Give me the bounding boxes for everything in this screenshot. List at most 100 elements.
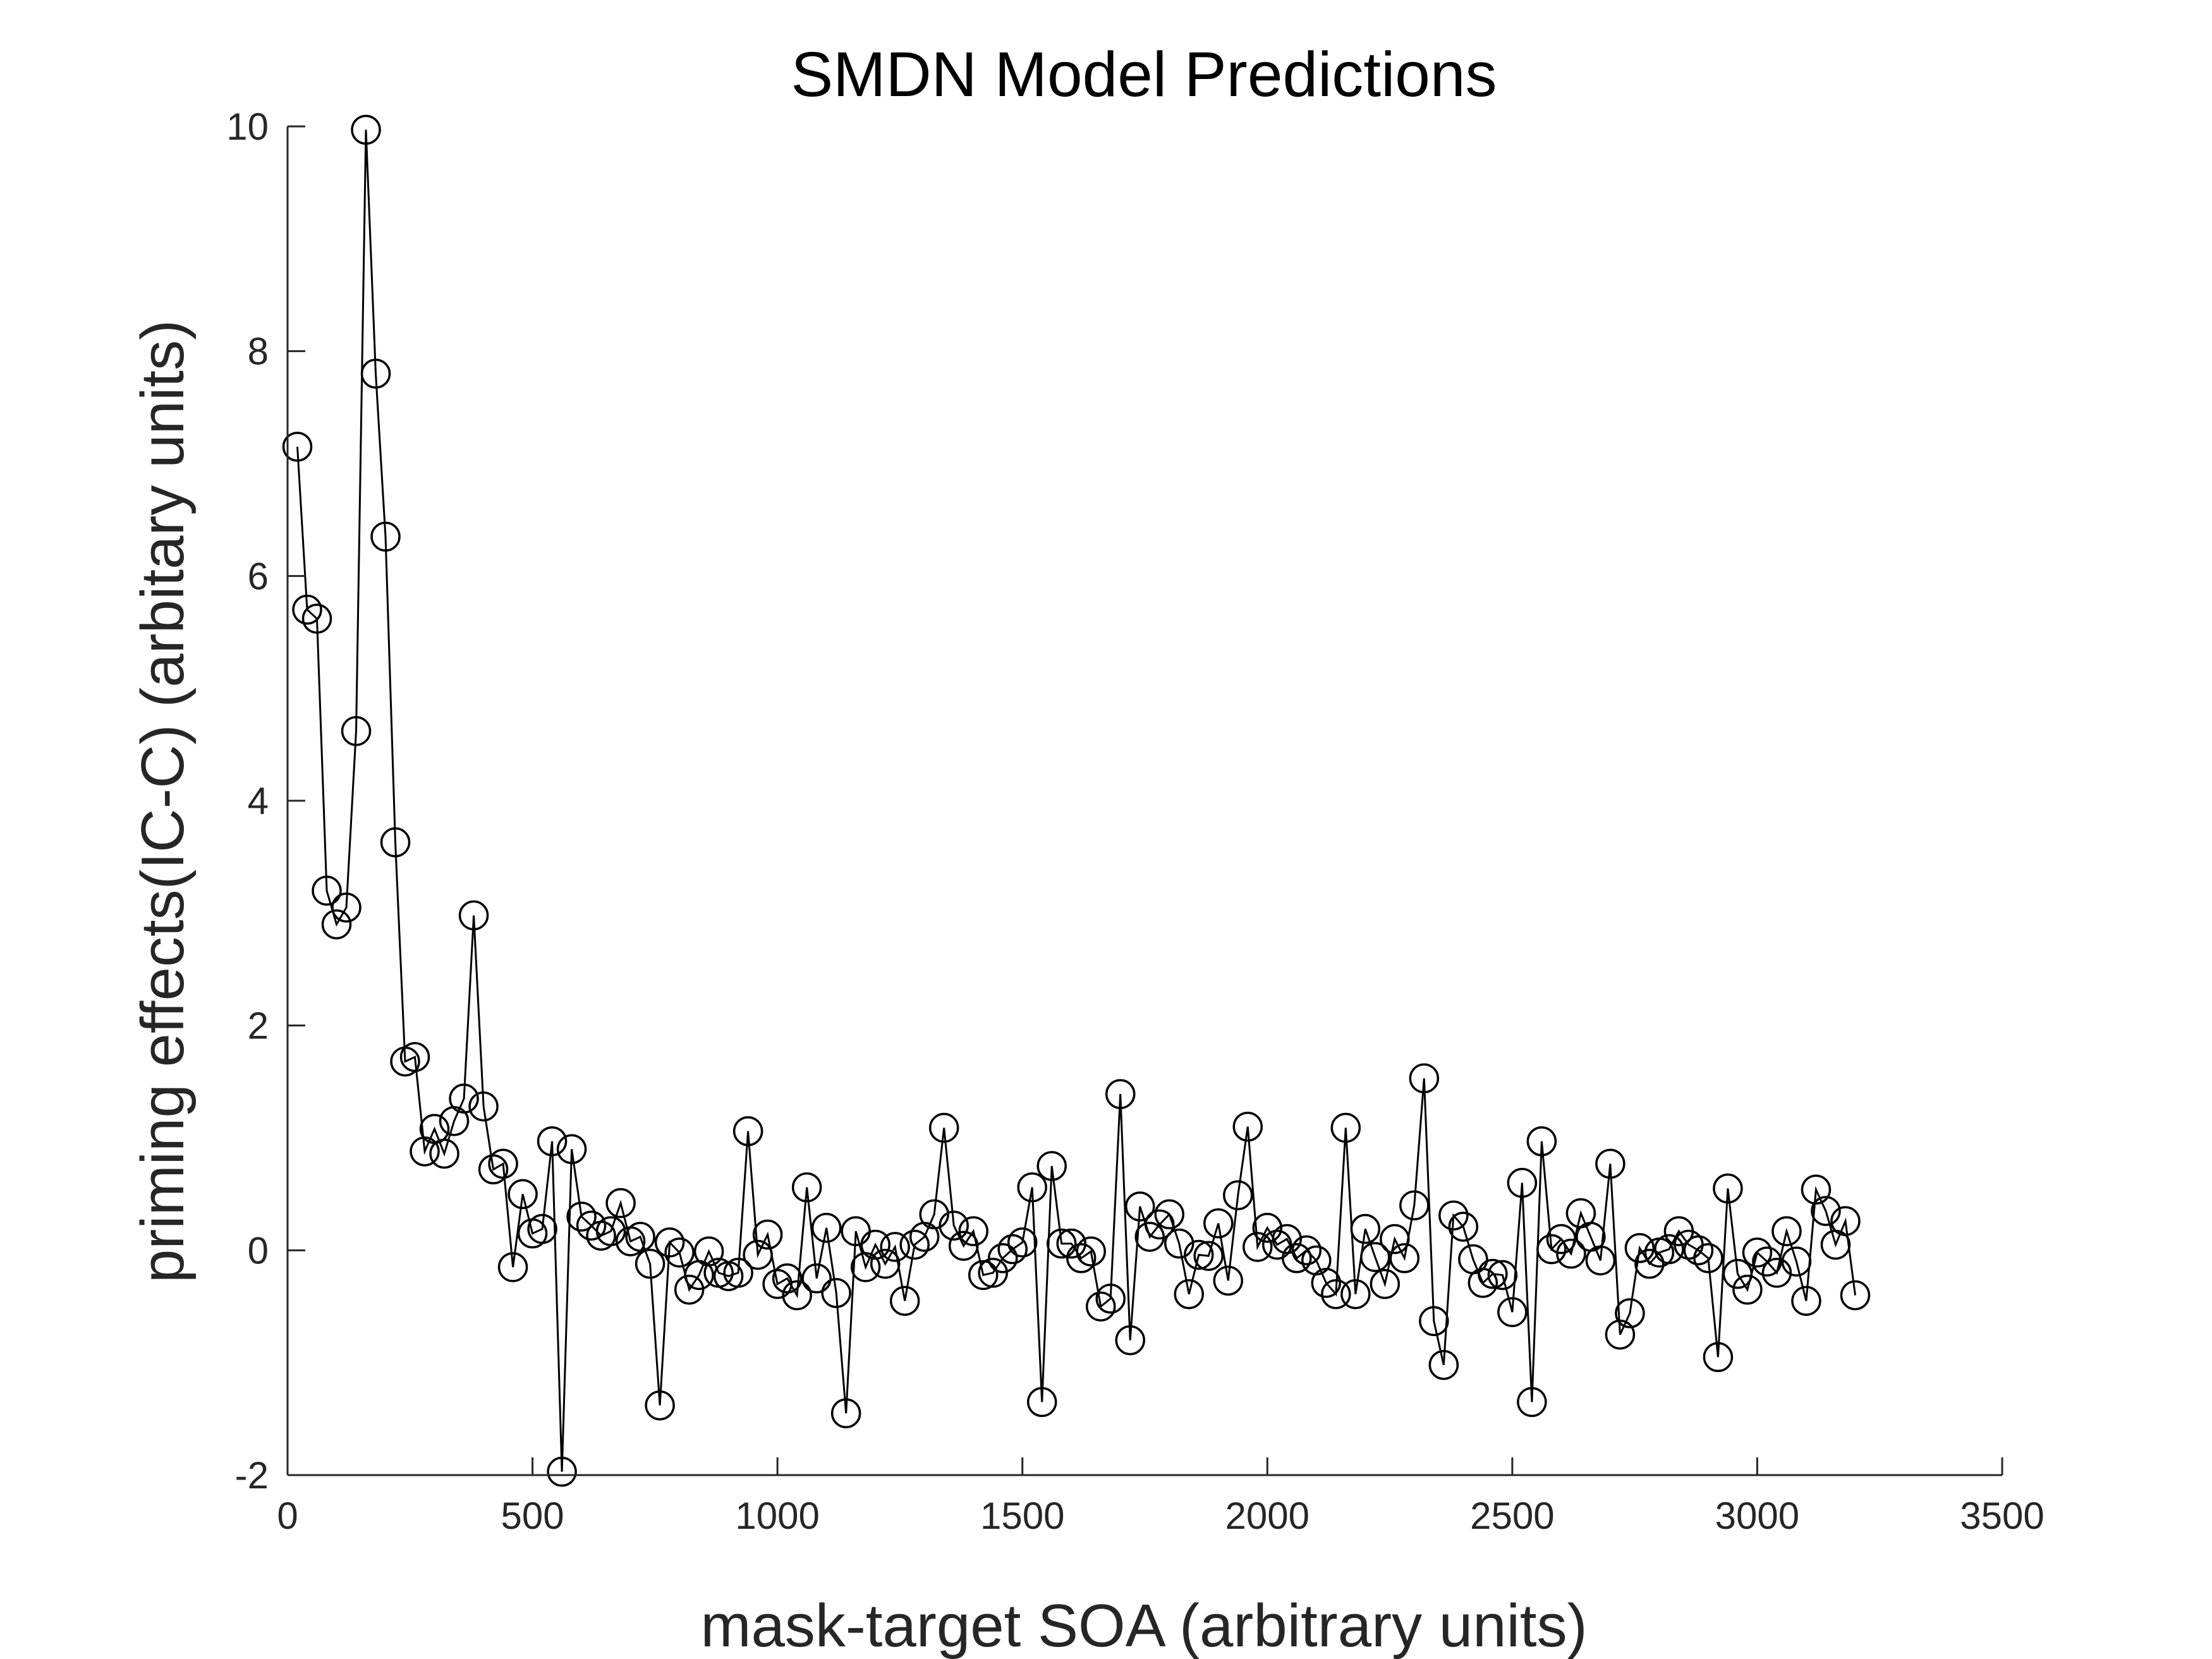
data-point <box>1046 1228 1077 1259</box>
data-point <box>752 1219 783 1250</box>
data-point <box>507 1179 538 1210</box>
data-point <box>1536 1234 1567 1265</box>
data-point <box>1468 1268 1498 1298</box>
data-point <box>1713 1173 1743 1204</box>
x-tick-label: 500 <box>501 1495 564 1537</box>
data-point <box>1595 1148 1626 1179</box>
data-point <box>664 1237 695 1268</box>
data-point <box>595 1216 626 1246</box>
data-point <box>605 1188 636 1218</box>
data-point <box>830 1398 861 1428</box>
data-point <box>488 1148 518 1179</box>
data-point <box>674 1274 705 1305</box>
data-point <box>1243 1232 1273 1262</box>
data-point <box>449 1083 479 1114</box>
data-point <box>1585 1245 1616 1276</box>
x-tick-label: 1500 <box>980 1495 1064 1537</box>
data-point <box>1124 1191 1155 1222</box>
data-point <box>1654 1234 1684 1265</box>
data-point <box>1145 1209 1175 1240</box>
data-point <box>919 1199 949 1230</box>
data-point <box>312 875 342 906</box>
data-point <box>1526 1126 1557 1157</box>
data-point <box>958 1216 988 1246</box>
y-tick-label: 2 <box>248 1005 269 1047</box>
data-point <box>1605 1319 1636 1350</box>
data-point <box>1840 1280 1871 1311</box>
data-point <box>948 1231 979 1261</box>
data-point <box>380 827 411 858</box>
plot-area <box>282 114 1871 1487</box>
data-point <box>458 900 489 931</box>
y-tick-label: -2 <box>235 1454 269 1497</box>
data-point <box>1026 1387 1057 1418</box>
data-point <box>1370 1268 1401 1299</box>
data-point <box>1781 1246 1812 1277</box>
data-point <box>1732 1274 1763 1305</box>
y-axis-title: priming effects(IC-C) (arbitary units) <box>129 320 197 1283</box>
data-point <box>1282 1243 1312 1273</box>
data-point <box>556 1134 587 1165</box>
data-point <box>527 1213 557 1244</box>
data-point <box>860 1229 890 1260</box>
data-point <box>693 1236 724 1267</box>
data-point <box>1017 1172 1047 1203</box>
data-point <box>1703 1342 1734 1373</box>
data-point <box>1811 1196 1841 1226</box>
data-point <box>1742 1237 1773 1268</box>
data-point <box>1056 1228 1086 1259</box>
data-point <box>870 1248 901 1279</box>
data-point <box>1478 1258 1508 1289</box>
data-point <box>1380 1224 1410 1255</box>
data-point <box>1085 1291 1116 1322</box>
x-tick-label: 3000 <box>1715 1495 1799 1537</box>
data-point <box>1330 1112 1361 1143</box>
data-point <box>1154 1199 1185 1230</box>
data-point <box>1291 1235 1322 1266</box>
data-point <box>654 1227 685 1258</box>
data-point <box>1507 1167 1538 1198</box>
data-point <box>1203 1208 1234 1239</box>
data-point <box>928 1112 959 1143</box>
data-point <box>1428 1349 1459 1380</box>
data-point <box>301 604 332 634</box>
data-point <box>1311 1268 1342 1298</box>
data-point <box>360 358 391 389</box>
data-point <box>1340 1279 1371 1310</box>
data-point <box>566 1201 597 1232</box>
data-point <box>1693 1243 1723 1273</box>
x-axis-title: mask-target SOA (arbitrary units) <box>700 1592 1587 1659</box>
data-point <box>1624 1233 1655 1263</box>
data-point <box>1634 1248 1665 1279</box>
data-point <box>743 1239 773 1270</box>
data-point <box>1350 1213 1381 1244</box>
data-point <box>1174 1279 1205 1310</box>
data-point <box>772 1263 803 1294</box>
data-point <box>1184 1239 1214 1270</box>
data-point <box>1272 1224 1303 1255</box>
data-point <box>1076 1236 1106 1267</box>
data-point <box>331 892 362 923</box>
data-point <box>1761 1258 1792 1288</box>
data-point <box>1801 1174 1832 1205</box>
data-point <box>370 521 401 552</box>
data-point <box>1683 1235 1714 1266</box>
data-point <box>811 1213 842 1243</box>
data-point <box>1164 1228 1194 1259</box>
data-point <box>1007 1227 1038 1258</box>
y-tick-label: 4 <box>248 780 269 822</box>
data-point <box>791 1172 822 1203</box>
data-point <box>968 1260 999 1291</box>
data-point <box>939 1210 969 1241</box>
data-point <box>899 1229 930 1260</box>
data-point <box>1722 1258 1753 1289</box>
data-point <box>723 1258 753 1288</box>
data-point <box>978 1258 1008 1288</box>
data-point <box>351 114 381 145</box>
x-tick-label: 2000 <box>1225 1495 1310 1537</box>
data-point <box>1487 1260 1518 1291</box>
data-point <box>321 909 352 940</box>
y-tick-label: 0 <box>248 1229 269 1272</box>
